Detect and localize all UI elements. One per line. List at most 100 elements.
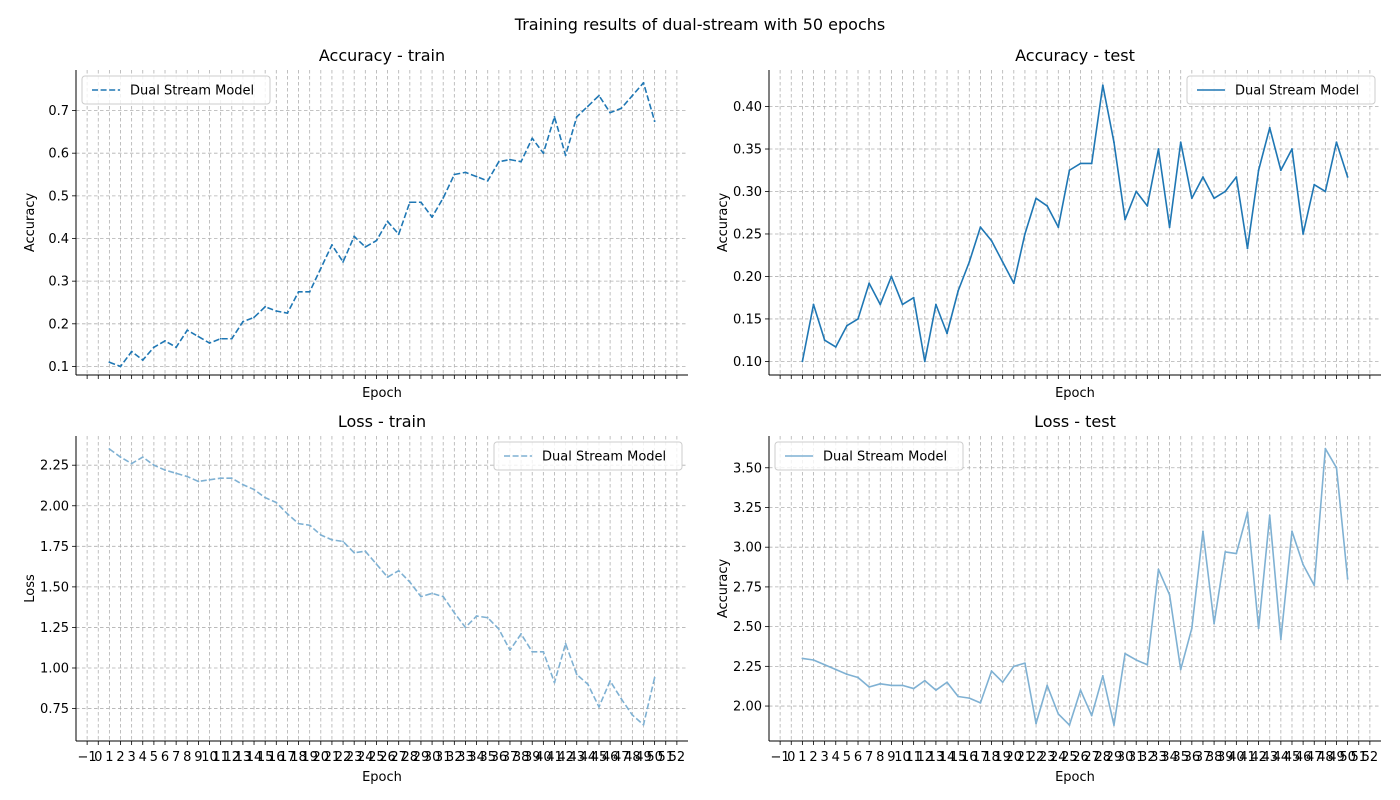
- x-tick-label: 13: [235, 750, 252, 765]
- y-tick-label: 0.35: [733, 143, 762, 158]
- x-tick-label: 1: [105, 750, 113, 765]
- x-tick-label: 13: [928, 750, 945, 765]
- x-tick-label: 19: [994, 750, 1011, 765]
- data-point: [1046, 684, 1049, 687]
- data-point: [1235, 552, 1238, 555]
- y-tick-label: 3.00: [733, 541, 762, 556]
- x-tick-label: 30: [424, 750, 441, 765]
- data-point: [464, 171, 467, 174]
- data-point: [1179, 141, 1182, 144]
- data-point: [275, 310, 278, 312]
- data-point: [845, 324, 848, 327]
- x-axis-label: Epoch: [1055, 386, 1095, 401]
- subplot-title: Loss - train: [338, 412, 426, 431]
- y-tick-label: 2.25: [733, 660, 762, 675]
- x-tick-label: 0: [94, 750, 102, 765]
- data-point: [946, 681, 948, 684]
- data-point: [431, 216, 433, 219]
- data-point: [152, 464, 155, 467]
- data-point: [375, 239, 378, 242]
- y-tick-label: 3.50: [733, 461, 762, 476]
- data-point: [1190, 197, 1193, 200]
- data-point: [475, 175, 478, 178]
- data-point: [108, 448, 111, 450]
- x-tick-label: 0: [787, 750, 795, 765]
- data-point: [812, 303, 815, 306]
- data-point: [175, 346, 178, 349]
- x-tick-label: 25: [368, 750, 385, 765]
- data-point: [1057, 713, 1060, 715]
- x-tick-label: 32: [446, 750, 463, 765]
- x-tick-label: 51: [657, 750, 674, 765]
- x-tick-label: 41: [1239, 750, 1256, 765]
- subplot-title: Accuracy - train: [319, 46, 445, 65]
- data-point: [397, 233, 400, 236]
- data-point: [219, 337, 222, 340]
- y-tick-label: 0.20: [733, 270, 762, 285]
- legend: Dual Stream Model: [493, 441, 683, 471]
- data-point: [208, 478, 211, 481]
- x-tick-label: 50: [1339, 750, 1356, 765]
- data-point: [375, 563, 378, 566]
- x-tick-label: 12: [224, 750, 241, 765]
- data-point: [364, 246, 367, 248]
- x-tick-label: 1: [798, 750, 806, 765]
- y-tick-label: 2.25: [40, 459, 69, 474]
- x-tick-label: 43: [1261, 750, 1278, 765]
- x-tick-label: 29: [413, 750, 430, 765]
- data-point: [1135, 659, 1138, 661]
- data-point: [879, 303, 882, 306]
- x-tick-label: 44: [580, 750, 597, 765]
- x-tick-label: 19: [301, 750, 318, 765]
- x-tick-label: 23: [1039, 750, 1056, 765]
- data-point: [486, 616, 489, 619]
- x-tick-label: 3: [820, 750, 828, 765]
- x-tick-label: 46: [602, 750, 619, 765]
- x-tick-label: 39: [1217, 750, 1234, 765]
- data-point: [230, 477, 233, 480]
- data-point: [386, 220, 389, 223]
- x-tick-label: 43: [568, 750, 585, 765]
- data-point: [1291, 530, 1293, 533]
- data-point: [1168, 593, 1171, 596]
- y-tick-label: 0.2: [48, 317, 69, 332]
- x-tick-label: 16: [268, 750, 285, 765]
- data-point: [1090, 162, 1093, 165]
- y-tick-label: 0.4: [48, 232, 69, 247]
- x-tick-label: 28: [1095, 750, 1112, 765]
- data-point: [1202, 176, 1204, 178]
- data-point: [935, 303, 937, 306]
- data-point: [531, 650, 534, 653]
- data-point: [1101, 674, 1104, 677]
- data-point: [542, 152, 545, 155]
- data-point: [1113, 141, 1115, 144]
- x-tick-label: 38: [513, 750, 530, 765]
- data-point: [1157, 148, 1160, 150]
- data-point: [801, 360, 804, 363]
- data-point: [1279, 638, 1282, 641]
- x-tick-label: 46: [1295, 750, 1312, 765]
- data-point: [1101, 84, 1104, 87]
- x-tick-label: 34: [1161, 750, 1178, 765]
- x-tick-label: 49: [1328, 750, 1345, 765]
- y-tick-label: 0.7: [48, 104, 69, 119]
- data-point: [1179, 668, 1182, 671]
- data-point: [408, 201, 411, 204]
- x-tick-label: 23: [346, 750, 363, 765]
- x-tick-label: 10: [894, 750, 911, 765]
- subplot-accuracy-test: 0.10 0.15 0.20 0.25 0.30 0.35 0.40 Accuracy - t…: [716, 46, 1381, 401]
- series-line: [108, 448, 656, 726]
- x-tick-label: 42: [557, 750, 574, 765]
- data-point: [175, 472, 178, 475]
- x-tick-label: 40: [535, 750, 552, 765]
- data-point: [586, 105, 589, 108]
- data-point: [1224, 190, 1227, 193]
- legend: Dual Stream Model: [774, 441, 964, 471]
- x-tick-label: 39: [524, 750, 541, 765]
- x-tick-label: 21: [324, 750, 341, 765]
- subplot-title: Accuracy - test: [1015, 46, 1135, 65]
- data-point: [1146, 663, 1149, 666]
- data-point: [1202, 530, 1204, 533]
